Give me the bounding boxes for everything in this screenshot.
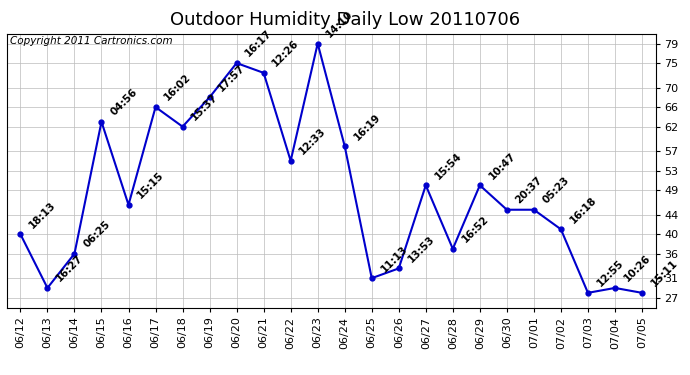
Text: 20:37: 20:37	[514, 175, 544, 206]
Text: 15:11: 15:11	[649, 258, 680, 289]
Text: 05:23: 05:23	[541, 175, 571, 206]
Text: 15:37: 15:37	[190, 92, 220, 123]
Text: 12:26: 12:26	[270, 38, 301, 69]
Text: 10:47: 10:47	[486, 150, 518, 181]
Text: 16:52: 16:52	[460, 214, 491, 244]
Text: 16:19: 16:19	[352, 112, 382, 142]
Text: 18:13: 18:13	[28, 200, 58, 230]
Text: 15:15: 15:15	[135, 170, 166, 201]
Text: 16:17: 16:17	[244, 28, 274, 59]
Text: 15:54: 15:54	[433, 150, 463, 181]
Text: 17:57: 17:57	[217, 63, 247, 93]
Text: 10:26: 10:26	[622, 253, 653, 284]
Text: 12:33: 12:33	[297, 126, 328, 157]
Text: 11:13: 11:13	[379, 243, 409, 274]
Text: 04:56: 04:56	[108, 87, 139, 118]
Text: 16:18: 16:18	[568, 195, 598, 225]
Text: Outdoor Humidity Daily Low 20110706: Outdoor Humidity Daily Low 20110706	[170, 11, 520, 29]
Text: 16:27: 16:27	[55, 253, 85, 284]
Text: 13:53: 13:53	[406, 234, 436, 264]
Text: 16:02: 16:02	[162, 72, 193, 103]
Text: 12:55: 12:55	[595, 258, 625, 289]
Text: 14:10: 14:10	[324, 9, 355, 39]
Text: 06:25: 06:25	[81, 219, 112, 249]
Text: Copyright 2011 Cartronics.com: Copyright 2011 Cartronics.com	[10, 36, 172, 46]
